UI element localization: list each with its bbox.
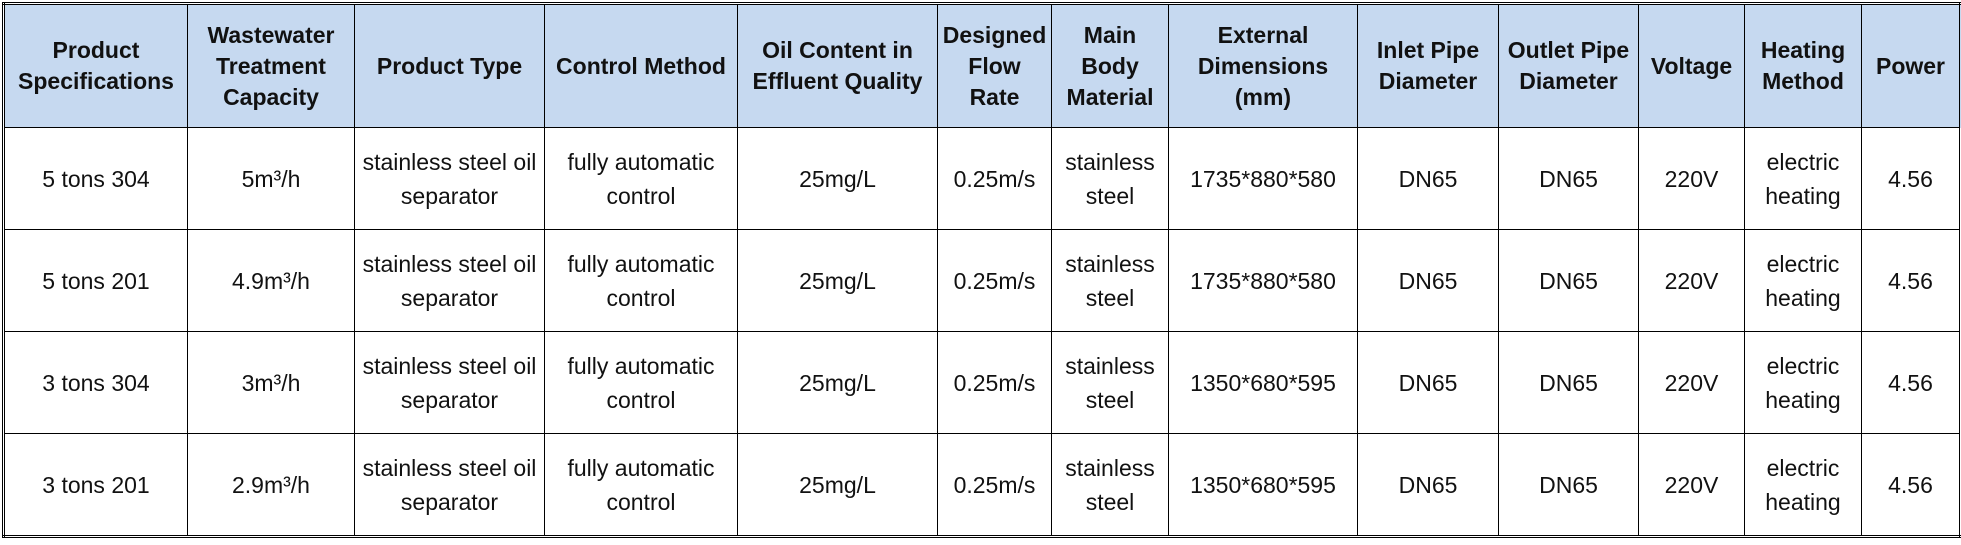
table-cell: fully automatic control [544, 433, 738, 537]
header-cell: Main Body Material [1051, 3, 1169, 128]
table-cell: 25mg/L [737, 433, 938, 537]
table-cell: electric heating [1744, 229, 1862, 332]
table-cell: stainless steel oil separator [354, 331, 545, 434]
table-cell: 4.56 [1861, 331, 1961, 434]
table-cell: 4.9m³/h [187, 229, 355, 332]
table-cell: 2.9m³/h [187, 433, 355, 537]
table-cell: 25mg/L [737, 331, 938, 434]
table-cell: 0.25m/s [937, 331, 1052, 434]
table-cell: 5 tons 304 [3, 127, 188, 230]
table-cell: 4.56 [1861, 127, 1961, 230]
table-cell: DN65 [1357, 433, 1499, 537]
table-cell: 0.25m/s [937, 127, 1052, 230]
table-cell: DN65 [1498, 433, 1639, 537]
table-cell: 220V [1638, 331, 1745, 434]
table-cell: stainless steel oil separator [354, 127, 545, 230]
table-cell: 1735*880*580 [1168, 229, 1358, 332]
table-cell: 4.56 [1861, 229, 1961, 332]
table-row: 3 tons 304 3m³/h stainless steel oil separ… [3, 331, 1961, 434]
table-cell: 0.25m/s [937, 433, 1052, 537]
table-body: 5 tons 304 5m³/h stainless steel oil separ… [3, 127, 1961, 537]
header-cell: Product Type [354, 3, 545, 128]
table-cell: 220V [1638, 127, 1745, 230]
header-cell: Voltage [1638, 3, 1745, 128]
header-cell: Wastewater Treatment Capacity [187, 3, 355, 128]
table-cell: stainless steel oil separator [354, 433, 545, 537]
table-cell: stainless steel [1051, 433, 1169, 537]
table-cell: 220V [1638, 229, 1745, 332]
header-cell: Designed Flow Rate [937, 3, 1052, 128]
table-cell: 3m³/h [187, 331, 355, 434]
table-cell: stainless steel [1051, 331, 1169, 434]
header-cell: Inlet Pipe Diameter [1357, 3, 1499, 128]
table-row: 3 tons 201 2.9m³/h stainless steel oil sep… [3, 433, 1961, 537]
table-cell: 1735*880*580 [1168, 127, 1358, 230]
table-cell: DN65 [1498, 229, 1639, 332]
table-cell: 5m³/h [187, 127, 355, 230]
table-cell: 1350*680*595 [1168, 433, 1358, 537]
table-cell: fully automatic control [544, 229, 738, 332]
table-cell: electric heating [1744, 127, 1862, 230]
table-cell: 220V [1638, 433, 1745, 537]
header-cell: Heating Method [1744, 3, 1862, 128]
table-cell: 1350*680*595 [1168, 331, 1358, 434]
table-cell: 4.56 [1861, 433, 1961, 537]
table-cell: electric heating [1744, 331, 1862, 434]
header-cell: Power [1861, 3, 1961, 128]
header-cell: Product Specifications [3, 3, 188, 128]
table-cell: DN65 [1357, 331, 1499, 434]
table-cell: stainless steel [1051, 127, 1169, 230]
table-cell: electric heating [1744, 433, 1862, 537]
header-row: Product Specifications Wastewater Treatme… [3, 3, 1961, 128]
table-cell: 25mg/L [737, 127, 938, 230]
table-cell: fully automatic control [544, 127, 738, 230]
table-cell: 0.25m/s [937, 229, 1052, 332]
table-cell: 25mg/L [737, 229, 938, 332]
header-cell: Oil Content in Effluent Quality [737, 3, 938, 128]
header-cell: Outlet Pipe Diameter [1498, 3, 1639, 128]
table-cell: stainless steel oil separator [354, 229, 545, 332]
table-cell: DN65 [1498, 331, 1639, 434]
table-row: 5 tons 304 5m³/h stainless steel oil separ… [3, 127, 1961, 230]
header-cell: External Dimensions (mm) [1168, 3, 1358, 128]
header-cell: Control Method [544, 3, 738, 128]
table-cell: 5 tons 201 [3, 229, 188, 332]
table-cell: 3 tons 304 [3, 331, 188, 434]
table-cell: stainless steel [1051, 229, 1169, 332]
table-cell: fully automatic control [544, 331, 738, 434]
table-cell: 3 tons 201 [3, 433, 188, 537]
table-cell: DN65 [1498, 127, 1639, 230]
table-cell: DN65 [1357, 127, 1499, 230]
table-row: 5 tons 201 4.9m³/h stainless steel oil sep… [3, 229, 1961, 332]
table-cell: DN65 [1357, 229, 1499, 332]
